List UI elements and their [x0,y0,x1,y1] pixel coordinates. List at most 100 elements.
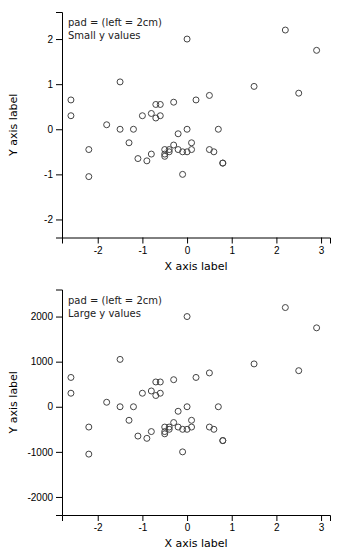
point [296,368,302,374]
point [126,417,132,423]
y-tick: -1 [44,169,62,180]
point [135,433,141,439]
x-tick: 3 [319,515,325,533]
x-tick-line [98,515,99,521]
point [86,451,92,457]
point [189,424,195,430]
y-tick-label: -1 [44,169,53,180]
y-tick-label: 2000 [31,311,54,322]
x-tick-label: 0 [185,245,191,256]
point [148,429,154,435]
point [175,408,181,414]
x-tick: 0 [185,515,191,533]
point [180,449,186,455]
point [184,126,190,132]
point [171,99,177,105]
y-tick-line [56,452,62,453]
y-tick-line [56,84,62,85]
point [282,305,288,311]
y-axis-title: Y axis label [7,371,20,434]
point [211,149,217,155]
plot-area: -2-10123-2000-1000010002000pad = (left =… [27,290,330,533]
y-tick: -2 [44,214,62,225]
x-tick-label: 2 [274,522,280,533]
x-tick-label: -1 [138,522,147,533]
point [157,101,163,107]
y-tick-label: -2 [44,214,53,225]
y-tick-line [56,219,62,220]
y-tick: 0 [47,124,62,135]
y-tick-label: 0 [47,124,53,135]
point [68,97,74,103]
y-tick-label: 0 [47,401,53,412]
x-tick: 2 [274,515,280,533]
point [193,97,199,103]
point [211,426,217,432]
point [130,126,136,132]
x-tick-line [142,238,143,244]
y-tick: 2 [47,34,62,45]
y-tick: -2000 [27,492,62,503]
point [104,399,110,405]
x-tick-line [276,515,277,521]
point [86,424,92,430]
y-tick-label: -2000 [27,492,53,503]
point [117,79,123,85]
point [189,140,195,146]
x-axis-line [63,516,331,522]
y-tick-label: -1000 [27,447,53,458]
point [189,417,195,423]
x-axis-title: X axis label [164,537,227,550]
x-tick-label: 3 [319,522,325,533]
x-tick-line [232,515,233,521]
points [68,305,320,458]
x-tick-line [142,515,143,521]
point [157,113,163,119]
x-tick-line [232,238,233,244]
y-tick: 1 [47,79,62,90]
x-axis-title: X axis label [164,260,227,273]
point [86,174,92,180]
point [184,404,190,410]
point [117,126,123,132]
point [68,390,74,396]
y-tick-label: 1 [47,79,53,90]
point [157,379,163,385]
x-tick-line [321,515,322,521]
point [144,158,150,164]
y-tick: 1000 [31,356,62,367]
x-tick-label: 3 [319,245,325,256]
point [144,435,150,441]
points [68,27,320,180]
x-tick-label: -2 [94,245,103,256]
point [282,27,288,33]
point [157,390,163,396]
x-axis-line [63,238,331,244]
point [175,131,181,137]
x-tick-label: 1 [229,522,235,533]
point [220,438,226,444]
y-tick: 0 [47,401,62,412]
point [220,438,226,444]
x-tick: 2 [274,238,280,256]
point [171,377,177,383]
x-tick-label: 2 [274,245,280,256]
point [314,47,320,53]
point [296,90,302,96]
point [251,83,257,89]
x-tick-label: -2 [94,522,103,533]
point [206,92,212,98]
point [314,325,320,331]
x-tick: -2 [94,238,103,256]
y-axis-line [56,13,63,239]
point [104,122,110,128]
x-tick-line [187,238,188,244]
x-tick-line [276,238,277,244]
y-axis: -2 -1 0 1 2 [44,13,62,239]
x-tick: 3 [319,238,325,256]
x-tick-label: 1 [229,245,235,256]
point [215,404,221,410]
point [251,361,257,367]
x-tick: -2 [94,515,103,533]
point [135,156,141,162]
